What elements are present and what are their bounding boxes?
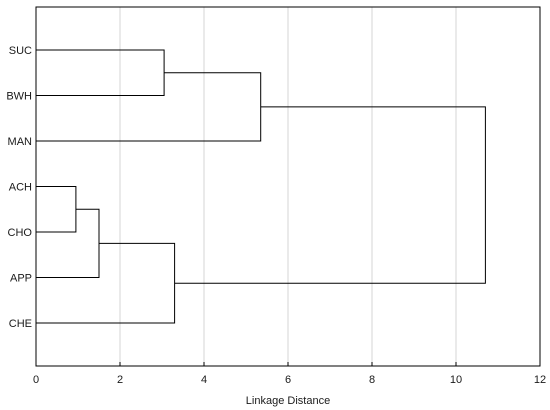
x-axis-ticks: 0 2 4 6 8 10 12 [33, 362, 546, 386]
x-axis-title: Linkage Distance [246, 395, 330, 407]
gridlines [119, 7, 457, 366]
x-tick-label-4: 4 [201, 374, 207, 386]
dendrogram-link-6 [174, 106, 486, 284]
leaf-labels: SUC BWH MAN ACH CHO APP CHE [6, 45, 32, 330]
x-tick-label-2: 2 [117, 374, 123, 386]
x-tick-label-6: 6 [285, 374, 291, 386]
x-tick-label-0: 0 [33, 374, 39, 386]
x-tick-label-10: 10 [450, 374, 462, 386]
leaf-label-suc: SUC [9, 45, 32, 57]
x-tick-label-12: 12 [534, 374, 546, 386]
dendrogram-links [36, 49, 486, 324]
leaf-label-app: APP [10, 273, 32, 285]
leaf-label-bwh: BWH [6, 91, 32, 103]
leaf-label-man: MAN [8, 136, 33, 148]
leaf-label-ach: ACH [9, 182, 32, 194]
x-tick-label-8: 8 [369, 374, 375, 386]
leaf-label-che: CHE [9, 318, 32, 330]
leaf-label-cho: CHO [8, 227, 33, 239]
